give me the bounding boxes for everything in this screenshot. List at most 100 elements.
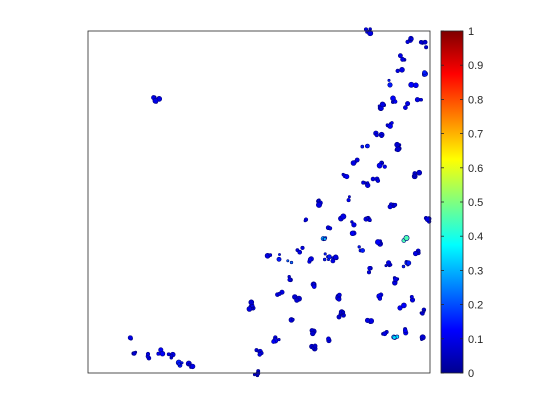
cluster-36: [384, 260, 393, 268]
cluster-18: [275, 289, 285, 297]
cluster-cell: [152, 97, 159, 104]
cluster-cell: [422, 70, 427, 75]
cluster-15: [295, 245, 305, 255]
cluster-28: [346, 195, 351, 203]
cluster-cell: [336, 314, 342, 320]
cluster-cell: [394, 146, 401, 153]
cluster-11: [248, 299, 255, 306]
cluster-cell: [303, 219, 307, 223]
cluster-60: [397, 53, 407, 62]
cluster-35: [375, 239, 383, 247]
cluster-cell: [375, 178, 381, 183]
cluster-cell: [409, 294, 414, 299]
colorbar-tick-label: 0.8: [468, 94, 483, 106]
cluster-27: [338, 213, 347, 222]
cluster-61: [422, 70, 428, 77]
cluster-cell: [416, 169, 423, 176]
cluster-cell: [297, 249, 303, 255]
cluster-39: [412, 248, 421, 257]
plot-frame: [87, 30, 431, 374]
cluster-cell: [424, 45, 429, 50]
colorbar-ticks: 0 0.1 0.2 0.3 0.4 0.5 0.6 0.7 0.8 0.9 1: [441, 26, 483, 380]
cluster-cell: [360, 144, 365, 149]
cluster-14: [286, 259, 294, 265]
cluster-cell: [367, 265, 372, 271]
cluster-20: [310, 281, 317, 289]
cluster-cell: [386, 260, 392, 266]
cluster-57: [395, 67, 405, 74]
cluster-cell: [337, 292, 342, 298]
cluster-cell: [336, 296, 342, 302]
cluster-cell: [349, 230, 356, 237]
cluster-43: [419, 334, 426, 341]
cluster-cell: [402, 328, 408, 334]
cluster-cell: [252, 373, 257, 377]
cluster-cell: [374, 133, 379, 138]
cluster-cell: [287, 277, 292, 282]
cluster-cell: [312, 343, 318, 349]
colorbar-tick-label: 0.9: [468, 60, 483, 72]
cluster-23: [330, 254, 339, 264]
cluster-cell: [366, 270, 372, 275]
cluster-cell: [370, 176, 376, 182]
cluster-cell: [127, 335, 133, 341]
cluster-cell: [364, 317, 371, 323]
cluster-cell: [277, 291, 282, 296]
cluster-cell: [382, 164, 387, 169]
cluster-cell: [418, 39, 424, 45]
cluster-cell: [419, 97, 423, 102]
cluster-40: [401, 235, 410, 243]
cluster-32: [376, 292, 384, 301]
cluster-47: [370, 176, 381, 183]
cluster-37: [392, 276, 400, 286]
cluster-cell: [159, 350, 166, 357]
cluster-16: [307, 256, 314, 264]
colorbar-tick-label: 0.5: [468, 197, 483, 209]
cluster-77: [419, 307, 427, 316]
cluster-22: [322, 252, 332, 262]
cluster-cell: [278, 253, 281, 256]
cluster-cell: [347, 195, 351, 199]
cluster-cell: [328, 226, 333, 231]
cluster-29: [350, 220, 357, 228]
cluster-67: [363, 27, 374, 37]
colorbar-gradient: [441, 31, 463, 373]
cluster-26: [326, 336, 332, 344]
cluster-53: [377, 101, 387, 111]
cluster-cell: [400, 57, 405, 62]
cluster-78: [423, 215, 432, 224]
cluster-8: [254, 348, 264, 357]
cluster-cell: [367, 30, 374, 37]
cluster-cell: [351, 222, 357, 228]
cluster-cell: [246, 306, 253, 312]
cluster-cell: [327, 254, 332, 260]
cluster-cell: [394, 141, 400, 148]
cluster-17: [287, 275, 293, 283]
cluster-46: [360, 143, 370, 149]
cluster-cell: [341, 310, 346, 315]
cluster-cell: [316, 198, 321, 203]
cluster-cell: [387, 123, 393, 129]
cluster-64: [361, 180, 371, 188]
cluster-cell: [367, 218, 372, 223]
cluster-63: [405, 35, 414, 45]
cluster-cell: [375, 239, 381, 246]
cluster-cell: [360, 248, 365, 253]
cluster-cell: [307, 257, 313, 262]
cluster-cell: [177, 362, 181, 366]
cluster-48: [376, 160, 387, 169]
clusters-layer: [127, 27, 432, 378]
cluster-cell: [323, 252, 327, 256]
cluster-73: [309, 328, 317, 337]
cluster-65: [411, 169, 423, 180]
cluster-cell: [387, 78, 391, 82]
cluster-cell: [376, 162, 383, 169]
colorbar-tick-label: 0: [468, 368, 474, 380]
cluster-cell: [401, 264, 406, 269]
cluster-cell: [357, 245, 361, 249]
cluster-cell: [277, 338, 281, 342]
cluster-58: [408, 81, 419, 89]
colorbar: 0 0.1 0.2 0.3 0.4 0.5 0.6 0.7 0.8 0.9 1: [440, 26, 483, 380]
cluster-cell: [310, 330, 316, 337]
